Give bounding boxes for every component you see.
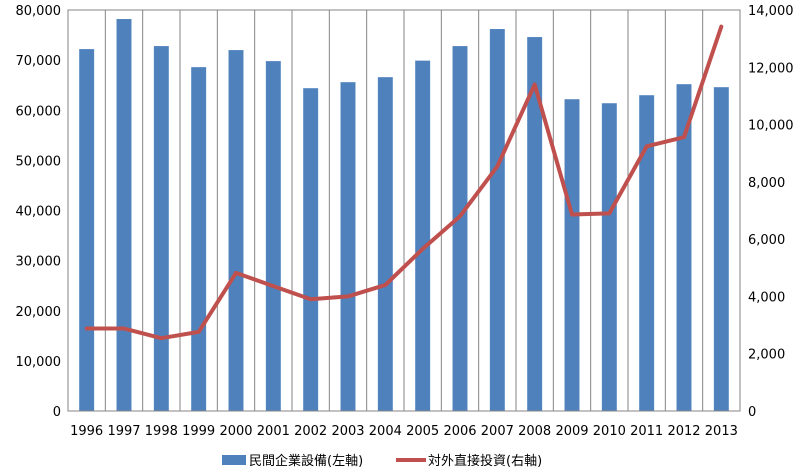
tick-labels: 0 10,000 20,000 30,000 40,000 50,000 60,000 70,… xyxy=(16,4,794,439)
x-tick-label: 2007 xyxy=(481,424,514,439)
y-left-tick-label: 20,000 xyxy=(16,305,62,320)
bar xyxy=(303,88,319,411)
bar xyxy=(191,67,207,411)
plot-border xyxy=(67,9,741,412)
bar xyxy=(153,46,169,412)
line-series xyxy=(84,24,724,341)
y-right-tick-label: 10,000 xyxy=(748,119,794,134)
x-tick-label: 2008 xyxy=(518,424,551,439)
y-left-tick-label: 30,000 xyxy=(16,255,62,270)
x-tick-label: 2012 xyxy=(667,424,700,439)
x-tick-label: 1998 xyxy=(145,424,178,439)
y-left-tick-label: 70,000 xyxy=(16,54,62,69)
axes xyxy=(67,9,741,412)
bar xyxy=(527,37,543,411)
bar xyxy=(116,19,132,412)
y-right-tick-label: 2,000 xyxy=(748,348,785,363)
legend: 民間企業設備(左軸) 対外直接投資(右軸) xyxy=(222,453,542,469)
bar xyxy=(489,29,505,412)
x-tick-label: 2004 xyxy=(369,424,402,439)
bar xyxy=(639,95,655,412)
y-left-tick-label: 80,000 xyxy=(16,4,62,19)
line-path xyxy=(84,24,724,341)
x-tick-label: 1997 xyxy=(107,424,140,439)
x-tick-label: 1999 xyxy=(182,424,215,439)
x-tick-label: 1996 xyxy=(70,424,103,439)
bar-series xyxy=(79,19,729,412)
y-left-tick-label: 0 xyxy=(53,405,61,420)
bar xyxy=(340,82,356,412)
x-tick-label: 2010 xyxy=(593,424,626,439)
bar xyxy=(713,87,729,411)
y-right-tick-label: 8,000 xyxy=(748,176,785,191)
x-tick-label: 2006 xyxy=(443,424,476,439)
y-left-tick-label: 50,000 xyxy=(16,154,62,169)
legend-label-bar: 民間企業設備(左軸) xyxy=(249,453,363,469)
x-tick-label: 2013 xyxy=(705,424,738,439)
y-right-tick-label: 0 xyxy=(748,405,756,420)
bar xyxy=(377,77,393,411)
x-tick-label: 2001 xyxy=(257,424,290,439)
y-right-tick-label: 4,000 xyxy=(748,290,785,305)
x-tick-label: 2002 xyxy=(294,424,327,439)
y-right-tick-label: 12,000 xyxy=(748,61,794,76)
legend-swatch-bar xyxy=(222,455,246,465)
bar xyxy=(452,46,468,412)
x-tick-label: 2011 xyxy=(630,424,663,439)
y-right-tick-label: 14,000 xyxy=(748,4,794,19)
x-tick-label: 2003 xyxy=(331,424,364,439)
grid-lines xyxy=(104,10,704,411)
legend-label-line: 対外直接投資(右軸) xyxy=(428,453,542,469)
y-left-tick-label: 40,000 xyxy=(16,205,62,220)
bar xyxy=(601,103,617,412)
bar xyxy=(228,50,244,411)
bar xyxy=(79,49,95,411)
bar xyxy=(415,60,431,411)
y-left-tick-label: 10,000 xyxy=(16,355,62,370)
x-tick-label: 2005 xyxy=(406,424,439,439)
x-tick-label: 2009 xyxy=(555,424,588,439)
x-tick-label: 2000 xyxy=(219,424,252,439)
bar xyxy=(564,99,580,411)
y-left-tick-label: 60,000 xyxy=(16,104,62,119)
bar xyxy=(265,61,281,411)
y-right-tick-label: 6,000 xyxy=(748,233,785,248)
bar xyxy=(676,84,692,411)
